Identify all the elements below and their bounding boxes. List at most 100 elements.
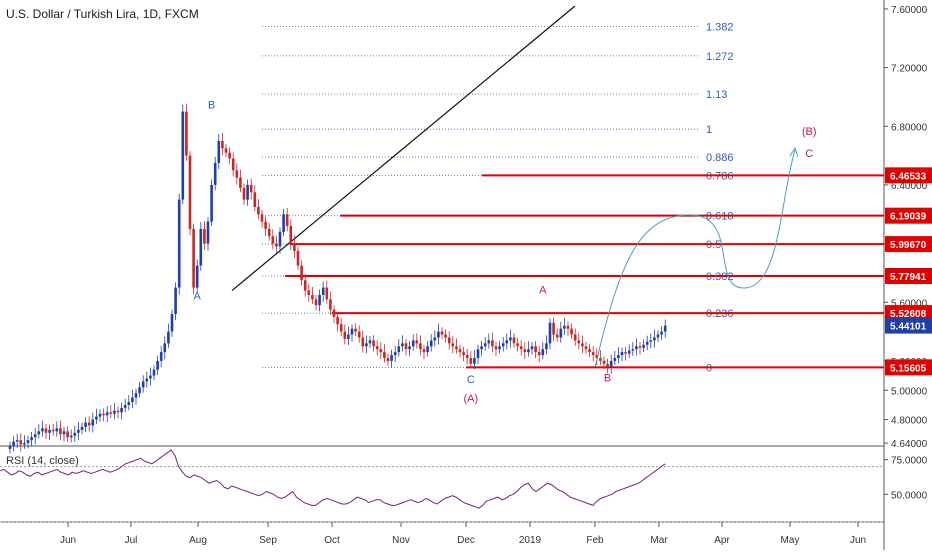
candle-body: [653, 337, 656, 341]
candle-body: [188, 155, 192, 229]
price-level-tag: [885, 359, 932, 376]
candle-body: [102, 413, 105, 416]
candle-body: [235, 170, 239, 178]
price-tick-label: 5.60000: [891, 298, 928, 309]
candle-body: [591, 352, 595, 356]
fib-label: 1.13: [706, 89, 727, 101]
candle-body: [581, 343, 584, 347]
candle-body: [249, 184, 253, 193]
price-level-tag: [885, 207, 932, 224]
candle-body: [570, 328, 573, 335]
price-tick-label: 7.60000: [891, 5, 928, 16]
candle-body: [246, 184, 249, 200]
candle-body: [192, 228, 195, 288]
candle-body: [361, 337, 365, 347]
rsi-line: [0, 449, 666, 509]
candle-body: [48, 429, 51, 433]
candle-body: [577, 340, 581, 344]
candle-body: [476, 349, 480, 358]
candle-body: [491, 340, 494, 347]
fib-label: 0.886: [706, 152, 734, 164]
candle-body: [87, 422, 91, 426]
candle-body: [329, 299, 332, 310]
candle-body: [174, 287, 177, 314]
candle-body: [588, 349, 591, 353]
price-tick-label: 4.80000: [891, 416, 928, 427]
candle-body: [379, 349, 383, 353]
candle-body: [77, 429, 80, 433]
candle-body: [631, 349, 635, 351]
candle-body: [253, 192, 257, 207]
candle-body: [447, 337, 451, 344]
candle-body: [645, 341, 649, 345]
price-level-label: 5.77941: [890, 272, 927, 283]
candle-body: [336, 316, 339, 325]
candle-body: [426, 346, 429, 353]
candle-body: [73, 432, 77, 436]
candle-body: [451, 343, 455, 347]
candle-body: [221, 140, 224, 149]
price-tick-label: 4.64000: [891, 439, 928, 450]
wave-label: (B): [802, 126, 817, 138]
candle-body: [141, 381, 145, 388]
candle-body: [548, 322, 552, 344]
candle-body: [602, 360, 606, 364]
candle-body: [51, 429, 55, 432]
fib-label: 0.618: [706, 211, 734, 223]
candle-body: [512, 337, 516, 344]
time-tick-label: Apr: [714, 535, 730, 546]
candle-body: [649, 340, 653, 342]
candle-body: [239, 177, 242, 188]
candle-body: [213, 162, 217, 185]
candle-body: [199, 228, 203, 266]
candle-body: [163, 343, 167, 353]
candle-body: [156, 360, 159, 370]
candle-body: [30, 437, 33, 441]
candle-body: [318, 294, 321, 306]
time-tick-label: 2019: [519, 535, 542, 546]
projection-arrowhead: [789, 146, 799, 158]
candle-body: [627, 350, 631, 354]
candle-body: [383, 352, 386, 358]
candle-body: [203, 228, 206, 244]
trend-line: [231, 5, 576, 291]
time-tick-label: May: [781, 535, 800, 546]
price-level-tag: [885, 305, 932, 322]
candle-body: [390, 355, 393, 361]
candle-body: [285, 214, 289, 226]
candle-body: [23, 443, 26, 445]
candle-body: [617, 355, 620, 358]
candle-body: [84, 422, 87, 427]
candle-body: [267, 228, 271, 237]
candle-body: [595, 355, 599, 358]
candle-body: [159, 352, 163, 361]
candle-body: [195, 265, 199, 288]
candle-body: [419, 343, 422, 350]
candle-body: [26, 440, 30, 444]
price-level-label: 5.52608: [890, 309, 927, 320]
time-tick-label: Aug: [189, 535, 207, 546]
candle-body: [167, 331, 170, 344]
candle-body: [62, 431, 66, 435]
candle-body: [177, 199, 181, 288]
candle-body: [429, 340, 433, 347]
candle-body: [185, 111, 188, 156]
rsi-tick-label: 75.0000: [891, 456, 928, 467]
candle-body: [462, 352, 465, 356]
candle-body: [37, 431, 41, 435]
candle-body: [469, 358, 473, 364]
candle-body: [663, 325, 667, 332]
wave-label: C: [467, 374, 475, 386]
candle-body: [393, 352, 397, 356]
candle-body: [411, 340, 415, 347]
candle-body: [95, 416, 98, 420]
candle-body: [231, 158, 235, 171]
candle-body: [566, 325, 570, 329]
rsi-label: RSI (14, close): [6, 455, 79, 467]
candle-body: [401, 343, 404, 347]
candle-body: [145, 378, 149, 382]
candle-body: [433, 337, 437, 341]
candle-body: [505, 340, 509, 344]
